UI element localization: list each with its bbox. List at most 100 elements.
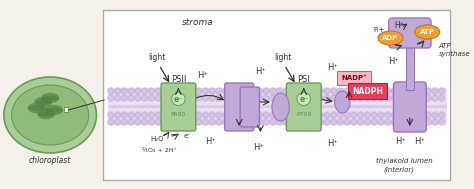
Circle shape — [115, 112, 121, 118]
Circle shape — [243, 95, 249, 101]
Circle shape — [310, 95, 317, 101]
Ellipse shape — [172, 92, 185, 105]
Bar — [406, 40, 414, 90]
FancyBboxPatch shape — [103, 10, 450, 180]
Text: NADP⁺: NADP⁺ — [341, 75, 367, 81]
Circle shape — [223, 112, 229, 118]
Circle shape — [115, 95, 121, 101]
Circle shape — [189, 88, 195, 94]
Circle shape — [263, 88, 269, 94]
Text: (interior): (interior) — [384, 166, 415, 173]
Circle shape — [148, 88, 155, 94]
Text: ATP
synthase: ATP synthase — [439, 43, 470, 57]
Circle shape — [229, 88, 236, 94]
Circle shape — [317, 112, 323, 118]
Circle shape — [196, 119, 202, 125]
Circle shape — [162, 95, 168, 101]
Circle shape — [256, 112, 263, 118]
Text: e⁻: e⁻ — [299, 94, 309, 104]
Circle shape — [357, 112, 364, 118]
Circle shape — [108, 119, 114, 125]
Text: H⁺: H⁺ — [395, 138, 406, 146]
Circle shape — [135, 95, 141, 101]
Circle shape — [236, 95, 242, 101]
Circle shape — [276, 88, 283, 94]
Circle shape — [371, 88, 377, 94]
Circle shape — [175, 95, 182, 101]
Ellipse shape — [35, 97, 52, 107]
Circle shape — [384, 119, 391, 125]
Text: P680: P680 — [171, 112, 186, 118]
Circle shape — [276, 112, 283, 118]
Circle shape — [324, 88, 330, 94]
Ellipse shape — [35, 99, 52, 105]
Circle shape — [155, 88, 161, 94]
Circle shape — [142, 112, 148, 118]
Circle shape — [384, 95, 391, 101]
Circle shape — [216, 95, 222, 101]
Text: H⁺: H⁺ — [414, 138, 425, 146]
Circle shape — [202, 95, 209, 101]
Circle shape — [209, 88, 215, 94]
Ellipse shape — [41, 93, 59, 103]
Circle shape — [209, 112, 215, 118]
Circle shape — [162, 88, 168, 94]
Circle shape — [419, 95, 425, 101]
Circle shape — [419, 112, 425, 118]
Circle shape — [142, 119, 148, 125]
Text: stroma: stroma — [182, 18, 214, 27]
FancyBboxPatch shape — [240, 87, 259, 127]
Ellipse shape — [46, 108, 63, 112]
Circle shape — [229, 112, 236, 118]
Circle shape — [276, 119, 283, 125]
Circle shape — [303, 119, 310, 125]
Text: Pᵢ+: Pᵢ+ — [374, 27, 384, 33]
Circle shape — [425, 95, 431, 101]
Circle shape — [351, 95, 357, 101]
Circle shape — [365, 119, 371, 125]
Circle shape — [371, 95, 377, 101]
FancyBboxPatch shape — [161, 83, 196, 131]
Circle shape — [283, 95, 290, 101]
Circle shape — [438, 119, 445, 125]
Ellipse shape — [37, 112, 55, 116]
Circle shape — [182, 112, 188, 118]
Circle shape — [223, 88, 229, 94]
Ellipse shape — [4, 77, 96, 153]
Ellipse shape — [419, 25, 436, 39]
Circle shape — [175, 119, 182, 125]
Circle shape — [378, 119, 384, 125]
Circle shape — [371, 112, 377, 118]
Circle shape — [256, 88, 263, 94]
Circle shape — [438, 88, 445, 94]
Circle shape — [310, 119, 317, 125]
Circle shape — [365, 95, 371, 101]
Text: light: light — [274, 53, 291, 62]
Circle shape — [283, 88, 290, 94]
Circle shape — [378, 112, 384, 118]
Text: H⁺: H⁺ — [205, 138, 216, 146]
Circle shape — [162, 112, 168, 118]
Circle shape — [182, 119, 188, 125]
Circle shape — [236, 112, 242, 118]
Circle shape — [357, 88, 364, 94]
Circle shape — [283, 119, 290, 125]
Circle shape — [398, 88, 404, 94]
Circle shape — [378, 95, 384, 101]
Circle shape — [155, 112, 161, 118]
Circle shape — [344, 112, 350, 118]
Circle shape — [108, 88, 114, 94]
Circle shape — [392, 112, 398, 118]
Ellipse shape — [46, 105, 63, 115]
Circle shape — [290, 88, 296, 94]
Circle shape — [243, 88, 249, 94]
Circle shape — [351, 119, 357, 125]
Circle shape — [405, 88, 411, 94]
Circle shape — [411, 112, 418, 118]
Circle shape — [411, 95, 418, 101]
Circle shape — [229, 95, 236, 101]
Circle shape — [135, 112, 141, 118]
Circle shape — [115, 119, 121, 125]
Circle shape — [202, 88, 209, 94]
Text: ADP: ADP — [383, 35, 399, 41]
